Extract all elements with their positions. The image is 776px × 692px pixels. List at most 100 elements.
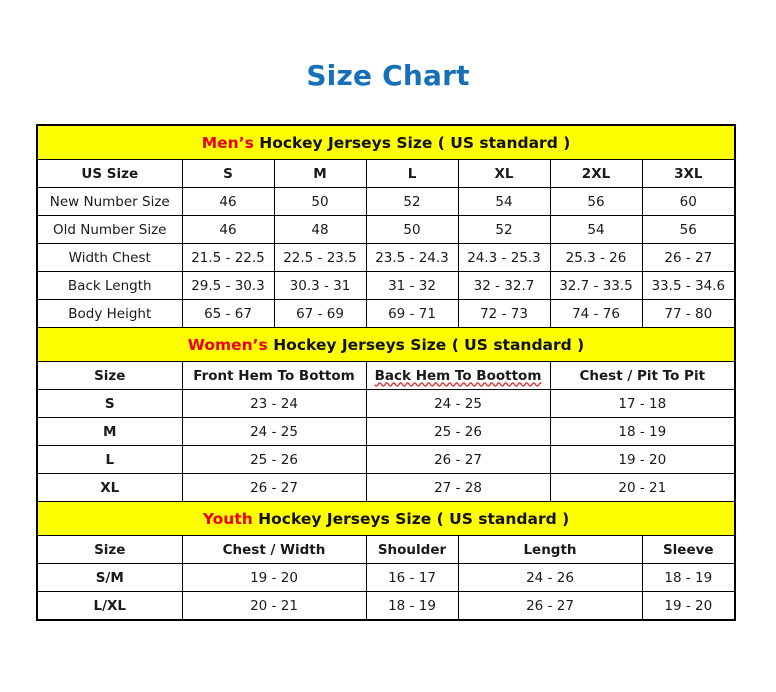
- cell-youth-0-3: 18 - 19: [641, 563, 736, 592]
- table-row: New Number Size 46 50 52 54 56 60: [36, 187, 736, 216]
- cell-youth-1-2: 26 - 27: [457, 591, 643, 621]
- cell-mens-2-2: 23.5 - 24.3: [365, 243, 459, 272]
- cell-youth-1-1: 18 - 19: [365, 591, 459, 621]
- column-header-mens-4: XL: [457, 159, 551, 188]
- cell-mens-3-4: 32.7 - 33.5: [549, 271, 643, 300]
- table-row: S 23 - 24 24 - 25 17 - 18: [36, 389, 736, 418]
- row-label-mens-0: New Number Size: [36, 187, 183, 216]
- cell-mens-2-0: 21.5 - 22.5: [181, 243, 275, 272]
- cell-mens-3-0: 29.5 - 30.3: [181, 271, 275, 300]
- cell-mens-1-5: 56: [641, 215, 736, 244]
- cell-womens-1-2: 18 - 19: [549, 417, 736, 446]
- cell-mens-3-5: 33.5 - 34.6: [641, 271, 736, 300]
- column-header-womens-3: Chest / Pit To Pit: [549, 361, 736, 390]
- row-label-womens-1: M: [36, 417, 183, 446]
- row-label-womens-2: L: [36, 445, 183, 474]
- cell-womens-2-0: 25 - 26: [181, 445, 367, 474]
- section-band-womens: Women’s Hockey Jerseys Size ( US standar…: [36, 327, 736, 362]
- size-chart-table-wrapper: Men’s Hockey Jerseys Size ( US standard …: [36, 124, 737, 621]
- table-header-row-youth: Size Chest / Width Shoulder Length Sleev…: [36, 535, 736, 564]
- cell-womens-2-2: 19 - 20: [549, 445, 736, 474]
- cell-youth-0-1: 16 - 17: [365, 563, 459, 592]
- cell-mens-0-4: 56: [549, 187, 643, 216]
- cell-mens-4-1: 67 - 69: [273, 299, 367, 328]
- cell-mens-1-1: 48: [273, 215, 367, 244]
- cell-mens-2-5: 26 - 27: [641, 243, 736, 272]
- table-row: Width Chest 21.5 - 22.5 22.5 - 23.5 23.5…: [36, 243, 736, 272]
- cell-mens-0-2: 52: [365, 187, 459, 216]
- cell-mens-4-2: 69 - 71: [365, 299, 459, 328]
- row-label-mens-2: Width Chest: [36, 243, 183, 272]
- section-band-row-youth: Youth Hockey Jerseys Size ( US standard …: [36, 501, 736, 536]
- cell-womens-1-1: 25 - 26: [365, 417, 551, 446]
- section-band-mens: Men’s Hockey Jerseys Size ( US standard …: [36, 124, 736, 160]
- cell-mens-1-3: 52: [457, 215, 551, 244]
- row-label-womens-3: XL: [36, 473, 183, 502]
- table-row: L/XL 20 - 21 18 - 19 26 - 27 19 - 20: [36, 591, 736, 621]
- column-header-youth-4: Sleeve: [641, 535, 736, 564]
- cell-womens-3-1: 27 - 28: [365, 473, 551, 502]
- cell-womens-3-2: 20 - 21: [549, 473, 736, 502]
- cell-womens-3-0: 26 - 27: [181, 473, 367, 502]
- column-header-womens-2: Back Hem To Boottom: [365, 361, 551, 390]
- section-band-row-mens: Men’s Hockey Jerseys Size ( US standard …: [36, 124, 736, 160]
- section-band-accent-youth: Youth: [202, 509, 253, 528]
- cell-mens-4-5: 77 - 80: [641, 299, 736, 328]
- cell-youth-1-3: 19 - 20: [641, 591, 736, 621]
- column-header-mens-3: L: [365, 159, 459, 188]
- column-header-mens-0: US Size: [36, 159, 183, 188]
- cell-mens-3-3: 32 - 32.7: [457, 271, 551, 300]
- row-label-mens-3: Back Length: [36, 271, 183, 300]
- row-label-youth-0: S/M: [36, 563, 183, 592]
- column-header-mens-5: 2XL: [549, 159, 643, 188]
- page-title: Size Chart: [306, 59, 470, 92]
- row-label-mens-1: Old Number Size: [36, 215, 183, 244]
- cell-mens-4-0: 65 - 67: [181, 299, 275, 328]
- column-header-youth-0: Size: [36, 535, 183, 564]
- cell-mens-0-5: 60: [641, 187, 736, 216]
- table-row: M 24 - 25 25 - 26 18 - 19: [36, 417, 736, 446]
- cell-mens-3-1: 30.3 - 31: [273, 271, 367, 300]
- row-label-youth-1: L/XL: [36, 591, 183, 621]
- table-row: Back Length 29.5 - 30.3 30.3 - 31 31 - 3…: [36, 271, 736, 300]
- size-chart-body: Men’s Hockey Jerseys Size ( US standard …: [36, 124, 736, 621]
- column-header-youth-1: Chest / Width: [181, 535, 367, 564]
- row-label-mens-4: Body Height: [36, 299, 183, 328]
- table-row: L 25 - 26 26 - 27 19 - 20: [36, 445, 736, 474]
- table-row: Old Number Size 46 48 50 52 54 56: [36, 215, 736, 244]
- column-header-womens-0: Size: [36, 361, 183, 390]
- column-header-youth-2: Shoulder: [365, 535, 459, 564]
- column-header-mens-6: 3XL: [641, 159, 736, 188]
- section-band-rest-mens: Hockey Jerseys Size ( US standard ): [253, 133, 571, 152]
- section-band-rest-youth: Hockey Jerseys Size ( US standard ): [252, 509, 570, 528]
- row-label-womens-0: S: [36, 389, 183, 418]
- section-band-rest-womens: Hockey Jerseys Size ( US standard ): [267, 335, 585, 354]
- column-header-mens-1: S: [181, 159, 275, 188]
- cell-mens-1-4: 54: [549, 215, 643, 244]
- cell-mens-4-4: 74 - 76: [549, 299, 643, 328]
- table-header-row-womens: Size Front Hem To Bottom Back Hem To Boo…: [36, 361, 736, 390]
- cell-womens-0-1: 24 - 25: [365, 389, 551, 418]
- section-band-accent-womens: Women’s: [187, 335, 268, 354]
- column-header-womens-2-text: Back Hem To Boottom: [374, 367, 542, 384]
- cell-mens-0-1: 50: [273, 187, 367, 216]
- column-header-youth-3: Length: [457, 535, 643, 564]
- cell-youth-0-0: 19 - 20: [181, 563, 367, 592]
- cell-mens-2-1: 22.5 - 23.5: [273, 243, 367, 272]
- section-band-accent-mens: Men’s: [201, 133, 254, 152]
- cell-mens-1-0: 46: [181, 215, 275, 244]
- cell-youth-0-2: 24 - 26: [457, 563, 643, 592]
- column-header-womens-1: Front Hem To Bottom: [181, 361, 367, 390]
- cell-womens-2-1: 26 - 27: [365, 445, 551, 474]
- column-header-mens-2: M: [273, 159, 367, 188]
- cell-youth-1-0: 20 - 21: [181, 591, 367, 621]
- cell-mens-2-4: 25.3 - 26: [549, 243, 643, 272]
- cell-womens-0-2: 17 - 18: [549, 389, 736, 418]
- cell-mens-4-3: 72 - 73: [457, 299, 551, 328]
- cell-mens-3-2: 31 - 32: [365, 271, 459, 300]
- table-header-row-mens: US Size S M L XL 2XL 3XL: [36, 159, 736, 188]
- section-band-youth: Youth Hockey Jerseys Size ( US standard …: [36, 501, 736, 536]
- cell-womens-0-0: 23 - 24: [181, 389, 367, 418]
- table-row: S/M 19 - 20 16 - 17 24 - 26 18 - 19: [36, 563, 736, 592]
